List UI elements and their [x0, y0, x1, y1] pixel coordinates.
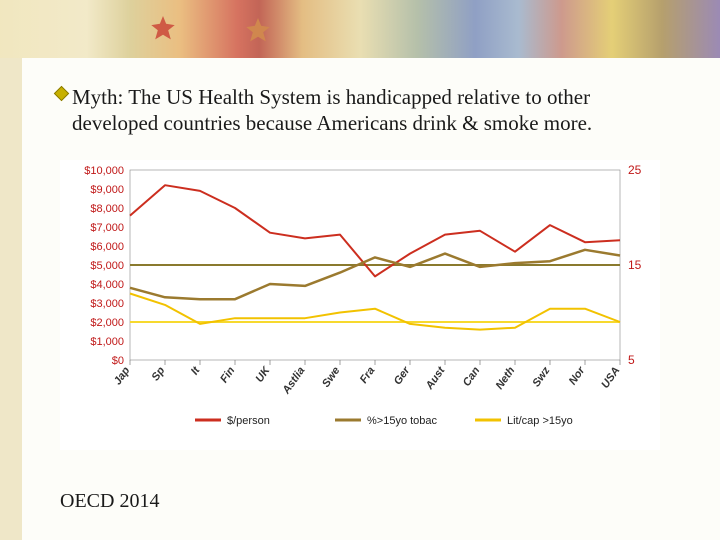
svg-text:$7,000: $7,000: [90, 222, 124, 234]
svg-text:Fra: Fra: [358, 365, 378, 386]
svg-text:Neth: Neth: [494, 365, 518, 392]
bullet-icon: [54, 86, 70, 102]
svg-text:$8,000: $8,000: [90, 203, 124, 215]
svg-text:Can: Can: [461, 365, 483, 389]
decorative-banner: [0, 0, 720, 58]
svg-text:Swz: Swz: [530, 364, 552, 389]
svg-text:Jap: Jap: [112, 365, 133, 388]
svg-text:Sp: Sp: [150, 365, 168, 384]
slide-title: Myth: The US Health System is handicappe…: [72, 84, 660, 137]
svg-text:UK: UK: [254, 364, 274, 385]
svg-text:5: 5: [628, 353, 635, 367]
svg-text:$/person: $/person: [227, 415, 270, 427]
svg-text:$10,000: $10,000: [84, 165, 124, 177]
svg-text:Astlia: Astlia: [280, 365, 308, 397]
svg-text:$2,000: $2,000: [90, 317, 124, 329]
svg-text:$6,000: $6,000: [90, 241, 124, 253]
svg-text:Lit/cap >15yo: Lit/cap >15yo: [507, 415, 573, 427]
source-label: OECD 2014: [60, 490, 159, 513]
svg-text:Nor: Nor: [567, 364, 588, 387]
svg-text:USA: USA: [599, 365, 622, 391]
svg-text:%>15yo tobac: %>15yo tobac: [367, 415, 438, 427]
line-chart: $0$1,000$2,000$3,000$4,000$5,000$6,000$7…: [60, 160, 660, 450]
svg-text:25: 25: [628, 163, 642, 177]
left-side-strip: [0, 58, 22, 540]
svg-text:$5,000: $5,000: [90, 260, 124, 272]
svg-text:Fin: Fin: [218, 365, 237, 386]
svg-text:$3,000: $3,000: [90, 298, 124, 310]
svg-text:Swe: Swe: [320, 365, 342, 390]
svg-text:Aust: Aust: [423, 364, 448, 393]
svg-text:Ger: Ger: [392, 364, 413, 387]
svg-text:15: 15: [628, 258, 642, 272]
svg-text:$1,000: $1,000: [90, 336, 124, 348]
svg-text:$4,000: $4,000: [90, 279, 124, 291]
svg-text:$9,000: $9,000: [90, 184, 124, 196]
svg-text:It: It: [189, 364, 203, 377]
chart-container: $0$1,000$2,000$3,000$4,000$5,000$6,000$7…: [60, 160, 660, 450]
